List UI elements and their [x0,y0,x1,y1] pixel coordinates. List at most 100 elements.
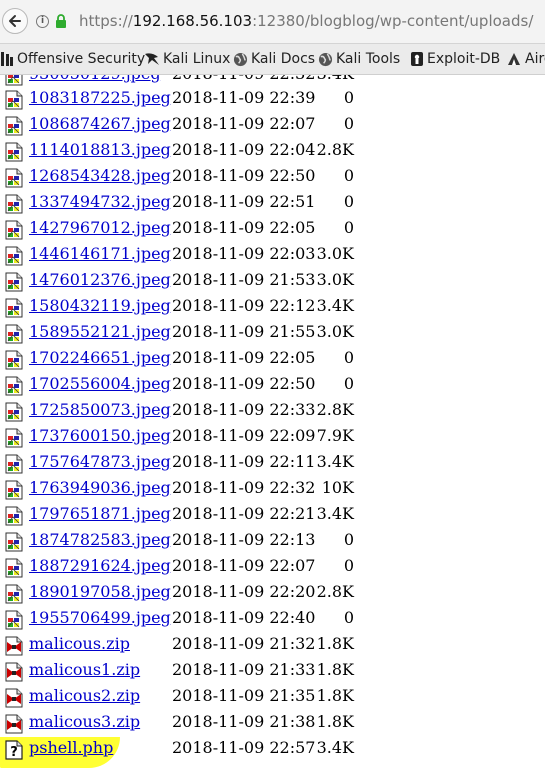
image-file-icon[interactable] [5,428,23,448]
file-link[interactable]: 1589552121.jpeg [29,322,171,341]
file-link[interactable]: pshell.php [29,738,114,757]
file-link[interactable]: 1268543428.jpeg [29,166,171,185]
image-file-icon[interactable] [5,324,23,344]
file-date: 2018-11-09 22:05 [172,348,316,367]
file-link[interactable]: malicous1.zip [29,660,141,679]
file-size: 1.8K [316,686,354,705]
bookmark-exploit-db[interactable]: Exploit-DB [410,44,500,74]
image-file-icon[interactable] [5,246,23,266]
file-date: 2018-11-09 22:20 [172,582,316,601]
info-icon[interactable]: i [36,15,49,28]
archive-file-icon[interactable] [5,714,23,734]
table-row: 1083187225.jpeg 2018-11-09 22:39 0 [0,86,545,112]
file-link[interactable]: 1427967012.jpeg [29,218,171,237]
image-file-icon[interactable] [5,298,23,318]
file-link[interactable]: 1580432119.jpeg [29,296,171,315]
image-file-icon[interactable] [5,376,23,396]
image-file-icon [5,75,23,86]
bookmark-kali-docs[interactable]: Kali Docs [233,44,315,74]
bookmark-offensive-security[interactable]: Offensive Security [0,44,145,74]
file-date: 2018-11-09 22:05 [172,218,316,237]
file-date: 2018-11-09 22:57 [172,738,316,757]
exploitdb-icon [411,52,423,66]
file-link[interactable]: 1114018813.jpeg [29,140,171,159]
image-file-icon[interactable] [5,168,23,188]
image-file-icon[interactable] [5,532,23,552]
image-file-icon[interactable] [5,116,23,136]
file-link[interactable]: 1446146171.jpeg [29,244,171,263]
bookmark-label: Airc [525,51,545,67]
table-row: 1887291624.jpeg 2018-11-09 22:07 0 [0,554,545,580]
image-file-icon[interactable] [5,90,23,110]
file-link[interactable]: 1083187225.jpeg [29,88,171,107]
file-link[interactable]: 1874782583.jpeg [29,530,171,549]
file-size: 3.0K [316,244,354,263]
url-scheme: https:// [79,12,133,30]
archive-file-icon[interactable] [5,688,23,708]
archive-file-icon[interactable] [5,662,23,682]
archive-file-icon[interactable] [5,636,23,656]
file-date: 2018-11-09 21:33 [172,660,316,679]
file-size: 0 [343,348,354,367]
file-link[interactable]: 1890197058.jpeg [29,582,171,601]
file-link[interactable]: malicous3.zip [29,712,141,731]
table-row: malicous3.zip 2018-11-09 21:38 1.8K [0,710,545,736]
unknown-file-icon[interactable]: ? [5,740,23,760]
file-date: 2018-11-09 22:12 [172,296,316,315]
address-input[interactable]: https://192.168.56.103:12380/blogblog/wp… [79,12,533,30]
url-path: :12380/blogblog/wp-content/uploads/ [252,12,534,30]
bookmark-label: Offensive Security [17,51,146,67]
file-link[interactable]: 1737600150.jpeg [29,426,171,445]
file-link[interactable]: 1887291624.jpeg [29,556,171,575]
file-date: 2018-11-09 22:32 [172,75,315,83]
table-row: 1589552121.jpeg 2018-11-09 21:55 3.0K [0,320,545,346]
table-row-partial: 930050129.jpeg 2018-11-09 22:32 3.4K [0,75,545,88]
table-row: ? pshell.php 2018-11-09 22:57 3.4K [0,736,545,762]
file-link[interactable]: 1797651871.jpeg [29,504,171,523]
file-date: 2018-11-09 22:33 [172,400,316,419]
file-date: 2018-11-09 22:03 [172,244,316,263]
bookmark-kali-tools[interactable]: Kali Tools [318,44,400,74]
image-file-icon[interactable] [5,402,23,422]
file-link[interactable]: 1702246651.jpeg [29,348,171,367]
table-row: 1702556004.jpeg 2018-11-09 22:50 0 [0,372,545,398]
file-link[interactable]: 1086874267.jpeg [29,114,171,133]
file-size: 0 [343,556,354,575]
image-file-icon[interactable] [5,194,23,214]
file-link[interactable]: malicous2.zip [29,686,141,705]
file-link[interactable]: malicous.zip [29,634,130,653]
image-file-icon[interactable] [5,272,23,292]
file-link[interactable]: 1476012376.jpeg [29,270,171,289]
table-row: 1797651871.jpeg 2018-11-09 22:21 3.4K [0,502,545,528]
bookmark-label: Kali Tools [336,51,401,67]
image-file-icon[interactable] [5,506,23,526]
file-size: 3.4K [316,296,354,315]
file-link[interactable]: 1955706499.jpeg [29,608,171,627]
lock-icon[interactable] [55,14,67,28]
table-row: 1580432119.jpeg 2018-11-09 22:12 3.4K [0,294,545,320]
file-link[interactable]: 1337494732.jpeg [29,192,171,211]
table-row: 1702246651.jpeg 2018-11-09 22:05 0 [0,346,545,372]
file-link[interactable]: 1763949036.jpeg [29,478,171,497]
table-row: 1955706499.jpeg 2018-11-09 22:40 0 [0,606,545,632]
file-size: 10K [321,478,354,497]
file-link[interactable]: 930050129.jpeg [29,75,161,83]
back-button[interactable] [2,8,28,34]
image-file-icon[interactable] [5,480,23,500]
image-file-icon[interactable] [5,220,23,240]
image-file-icon[interactable] [5,142,23,162]
file-date: 2018-11-09 22:40 [172,608,316,627]
image-file-icon[interactable] [5,454,23,474]
bookmark-kali-linux[interactable]: Kali Linux [144,44,230,74]
image-file-icon[interactable] [5,350,23,370]
file-date: 2018-11-09 22:13 [172,530,316,549]
file-link[interactable]: 1725850073.jpeg [29,400,171,419]
image-file-icon[interactable] [5,610,23,630]
file-link[interactable]: 1702556004.jpeg [29,374,171,393]
kali-dragon-icon [145,53,159,65]
svg-text:?: ? [10,745,18,760]
image-file-icon[interactable] [5,558,23,578]
bookmark-aircrack[interactable]: Airc [506,44,545,74]
image-file-icon[interactable] [5,584,23,604]
file-link[interactable]: 1757647873.jpeg [29,452,171,471]
